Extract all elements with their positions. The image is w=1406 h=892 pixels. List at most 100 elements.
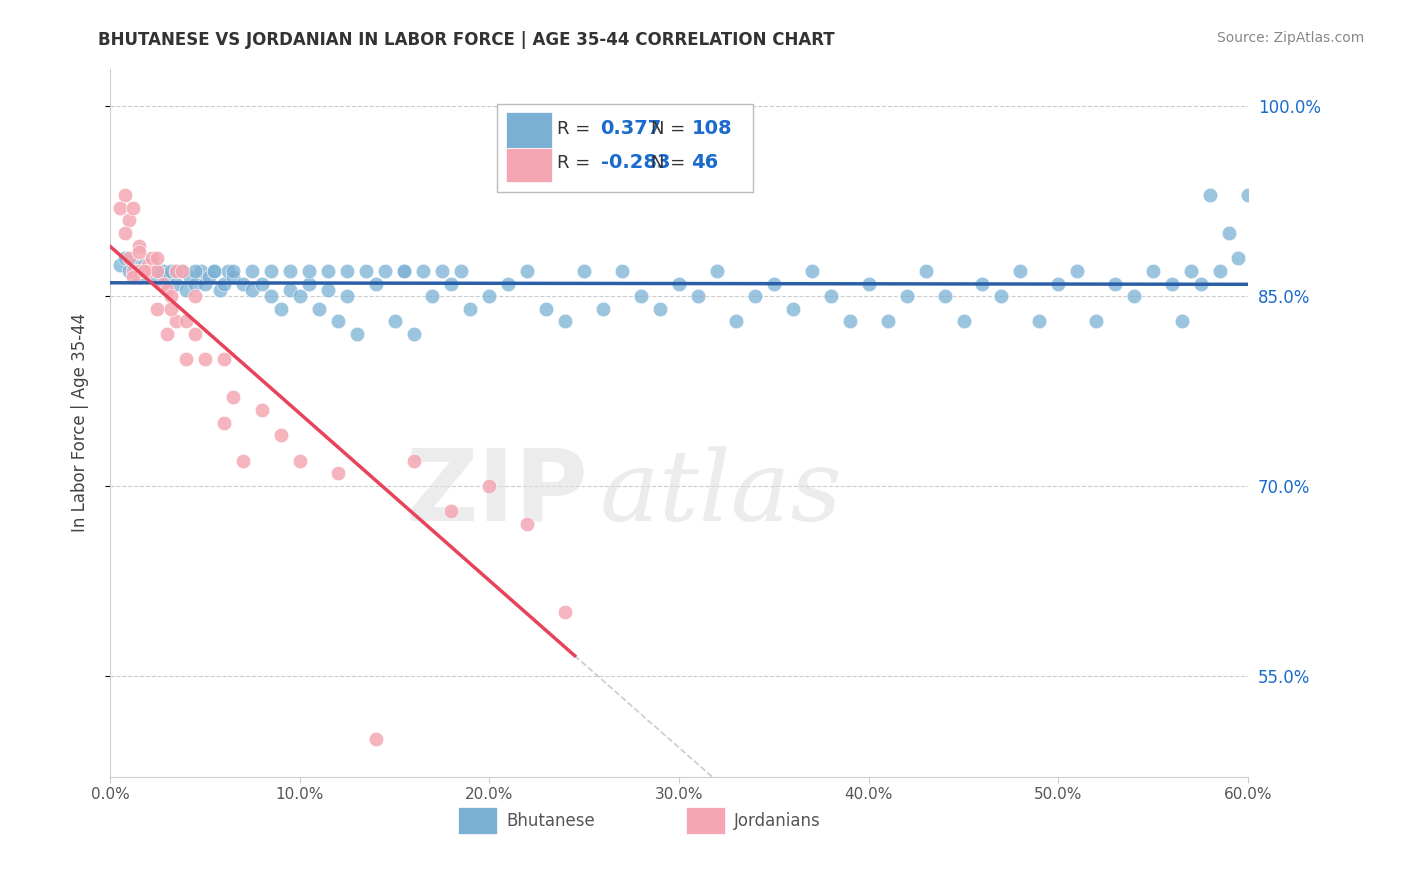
Point (159, 289, 181, 303)
Point (412, 264, 434, 278)
Text: R =: R = (557, 120, 591, 137)
Point (128, 264, 150, 278)
Point (165, 264, 187, 278)
Point (374, 264, 396, 278)
Point (152, 264, 174, 278)
Point (184, 264, 207, 278)
Point (174, 283, 197, 297)
Point (288, 289, 311, 303)
Text: N =: N = (651, 120, 685, 137)
Point (876, 314, 898, 328)
Text: 46: 46 (692, 153, 718, 172)
Point (706, 264, 728, 278)
Point (146, 264, 169, 278)
Text: Jordanians: Jordanians (734, 812, 820, 830)
Point (762, 277, 785, 291)
Point (554, 605, 576, 619)
Point (114, 226, 136, 240)
Point (114, 251, 136, 265)
Text: R =: R = (557, 153, 591, 172)
Point (1142, 264, 1164, 278)
Point (1066, 264, 1088, 278)
Point (316, 264, 339, 278)
Text: BHUTANESE VS JORDANIAN IN LABOR FORCE | AGE 35-44 CORRELATION CHART: BHUTANESE VS JORDANIAN IN LABOR FORCE | … (98, 31, 835, 49)
Point (134, 258, 156, 272)
Point (250, 277, 273, 291)
FancyBboxPatch shape (496, 104, 754, 193)
Point (240, 283, 263, 297)
Point (498, 277, 520, 291)
Point (232, 453, 254, 467)
Point (141, 258, 163, 272)
Point (1028, 314, 1050, 328)
Point (165, 264, 187, 278)
Point (440, 504, 463, 518)
Point (592, 301, 614, 316)
Point (1180, 264, 1202, 278)
Point (278, 283, 301, 297)
Point (152, 277, 174, 291)
Point (574, 264, 596, 278)
Point (326, 314, 349, 328)
Point (648, 301, 671, 316)
Point (630, 289, 652, 303)
Point (232, 277, 254, 291)
Point (744, 289, 766, 303)
Point (610, 264, 633, 278)
Point (990, 289, 1012, 303)
Text: Bhutanese: Bhutanese (506, 812, 595, 830)
Point (146, 301, 169, 316)
Point (156, 270, 179, 285)
Point (1218, 226, 1240, 240)
Point (1237, 188, 1260, 202)
Point (217, 264, 239, 278)
Text: atlas: atlas (599, 446, 842, 541)
Point (159, 301, 181, 316)
Point (174, 314, 197, 328)
Point (402, 327, 425, 342)
Point (121, 258, 143, 272)
Point (222, 264, 245, 278)
Point (820, 289, 842, 303)
Text: 0.377: 0.377 (600, 120, 662, 138)
Point (165, 314, 187, 328)
Point (536, 301, 558, 316)
Point (478, 479, 501, 493)
Text: N =: N = (651, 153, 685, 172)
Point (430, 264, 453, 278)
Point (156, 327, 179, 342)
Point (1085, 314, 1108, 328)
Point (668, 277, 690, 291)
Text: Source: ZipAtlas.com: Source: ZipAtlas.com (1216, 31, 1364, 45)
Point (858, 277, 880, 291)
Point (392, 264, 415, 278)
Y-axis label: In Labor Force | Age 35-44: In Labor Force | Age 35-44 (72, 313, 89, 533)
Point (108, 258, 131, 272)
Point (212, 416, 235, 430)
Point (118, 213, 141, 227)
Point (838, 314, 860, 328)
Point (260, 289, 283, 303)
Point (1123, 289, 1146, 303)
Point (288, 453, 311, 467)
Point (118, 251, 141, 265)
Point (354, 264, 377, 278)
Point (184, 277, 207, 291)
Point (184, 327, 207, 342)
Point (346, 327, 368, 342)
Point (194, 352, 217, 367)
Point (136, 264, 159, 278)
Point (1170, 314, 1192, 328)
Point (128, 270, 150, 285)
Point (516, 264, 538, 278)
Point (146, 264, 169, 278)
Point (896, 289, 918, 303)
Point (121, 270, 143, 285)
Point (1208, 264, 1230, 278)
Point (136, 258, 159, 272)
Point (460, 301, 482, 316)
Point (516, 516, 538, 531)
Point (209, 283, 232, 297)
Point (202, 264, 225, 278)
Point (1199, 188, 1222, 202)
